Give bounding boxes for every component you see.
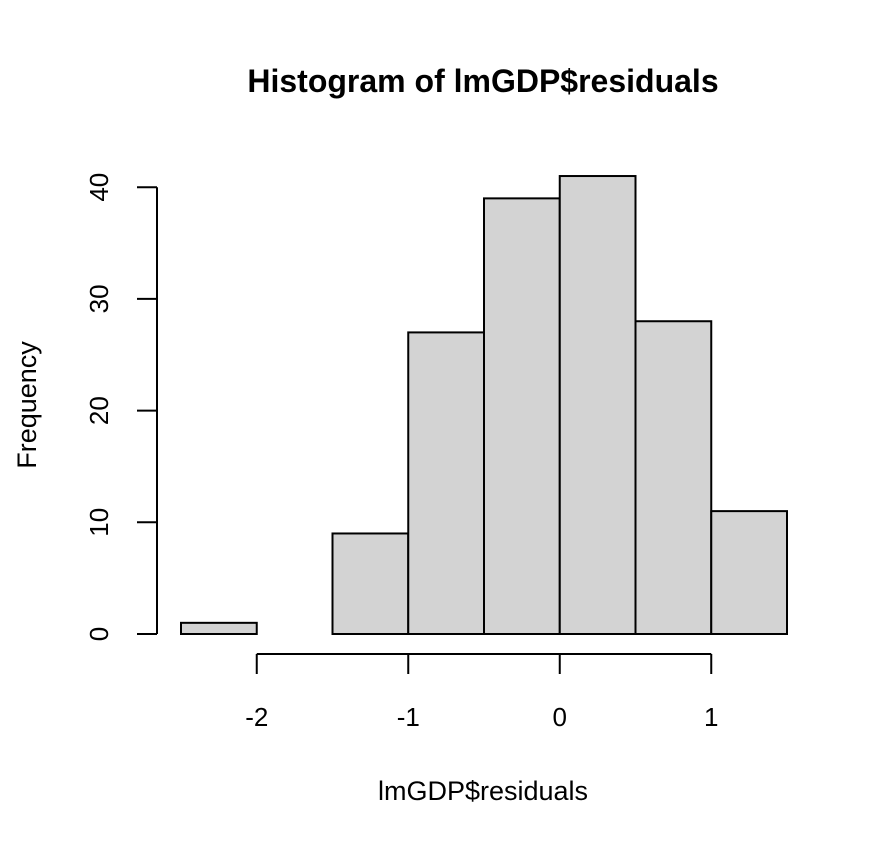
y-tick-label: 0 — [84, 627, 114, 641]
histogram-bar-6 — [634, 320, 713, 635]
x-tick-label: -2 — [245, 702, 268, 732]
x-axis-label: lmGDP$residuals — [378, 776, 588, 806]
x-tick-label: 0 — [553, 702, 567, 732]
chart-title: Histogram of lmGDP$residuals — [247, 63, 718, 99]
histogram-bar-5 — [558, 175, 637, 635]
bars-group — [180, 175, 788, 636]
x-tick-label: 1 — [704, 702, 718, 732]
y-axis-label: Frequency — [12, 341, 42, 469]
histogram-bar-2 — [331, 532, 410, 635]
y-axis: 0 10 20 30 40 — [84, 173, 158, 641]
x-tick-label: -1 — [397, 702, 420, 732]
y-tick-label: 40 — [84, 173, 114, 202]
y-tick-label: 20 — [84, 396, 114, 425]
histogram-bar-3 — [407, 331, 485, 635]
y-tick-label: 30 — [84, 284, 114, 313]
histogram-bar-0 — [180, 621, 258, 636]
histogram-bar-7 — [710, 510, 788, 636]
x-axis: -2 -1 0 1 — [245, 653, 718, 732]
y-tick-label: 10 — [84, 508, 114, 537]
histogram-bar-4 — [483, 197, 561, 635]
